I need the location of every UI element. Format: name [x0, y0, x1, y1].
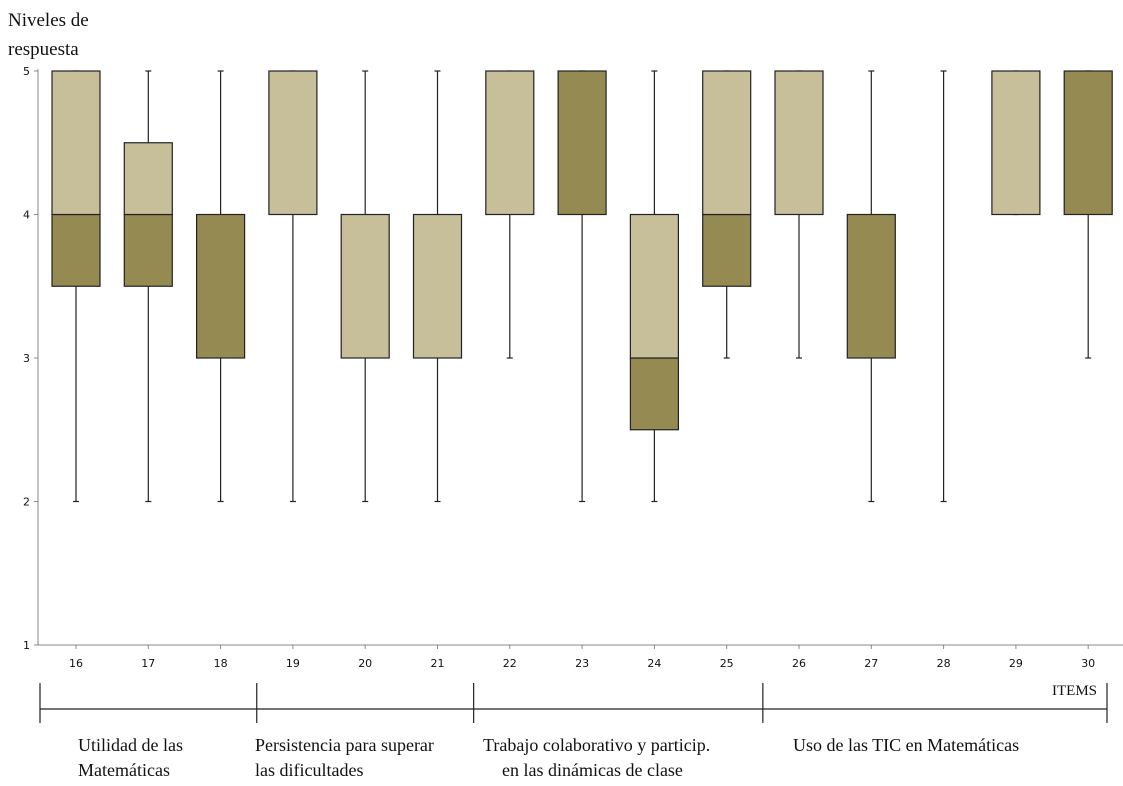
y-tick-label: 3 [23, 352, 30, 365]
box-item-19 [268, 70, 318, 503]
box-item-26 [774, 70, 824, 359]
box-lower-segment [629, 357, 680, 431]
x-tick-label: 16 [69, 657, 83, 670]
x-tick-label: 21 [431, 657, 445, 670]
box-lower-segment [846, 213, 896, 359]
box-item-22 [485, 70, 535, 359]
x-tick-label: 30 [1081, 657, 1095, 670]
y-tick-label: 4 [23, 209, 30, 222]
x-tick-label: 17 [141, 657, 155, 670]
box-upper-segment [340, 213, 390, 359]
x-tick-label: 25 [720, 657, 734, 670]
box-upper-segment [412, 213, 463, 359]
box-upper-segment [774, 70, 824, 216]
x-tick-label: 18 [214, 657, 228, 670]
box-item-25 [702, 70, 752, 359]
x-tick-label: 19 [286, 657, 300, 670]
box-lower-segment [123, 213, 173, 287]
y-tick-label: 5 [23, 65, 30, 78]
group-label-line2: en las dinámicas de clase [502, 760, 683, 780]
box-item-28 [940, 70, 947, 503]
box-lower-segment [702, 213, 752, 287]
box-item-18 [196, 70, 246, 503]
box-upper-segment [123, 142, 173, 216]
box-upper-segment [629, 213, 680, 359]
x-tick-label: 26 [792, 657, 806, 670]
x-axis-label: ITEMS [1052, 683, 1097, 699]
x-tick-label: 27 [864, 657, 878, 670]
box-item-17 [123, 70, 173, 503]
group-label-line2: las dificultades [255, 760, 363, 780]
box-item-21 [412, 70, 463, 503]
box-item-30 [1063, 70, 1113, 359]
box-item-23 [557, 70, 607, 503]
box-upper-segment [991, 70, 1041, 216]
box-item-20 [340, 70, 390, 503]
box-upper-segment [485, 70, 535, 216]
box-upper-segment [51, 70, 101, 216]
x-tick-label: 28 [937, 657, 951, 670]
group-label-line2: Matemáticas [78, 760, 170, 780]
y-axis-label-line2: respuesta [8, 39, 79, 60]
box-lower-segment [196, 213, 246, 359]
box-upper-segment [268, 70, 318, 216]
box-lower-segment [1063, 70, 1113, 216]
x-tick-label: 29 [1009, 657, 1023, 670]
group-label-line1: Uso de las TIC en Matemáticas [793, 735, 1019, 755]
group-label-line1: Utilidad de las [78, 735, 183, 755]
x-tick-label: 20 [358, 657, 372, 670]
x-tick-label: 22 [503, 657, 517, 670]
y-tick-label: 2 [23, 496, 30, 509]
x-tick-label: 24 [647, 657, 661, 670]
box-upper-segment [702, 70, 752, 216]
y-axis-label-line1: Niveles de [8, 10, 89, 31]
group-label-line1: Persistencia para superar [255, 735, 434, 755]
box-item-29 [991, 70, 1041, 216]
x-tick-label: 23 [575, 657, 589, 670]
y-tick-label: 1 [23, 639, 30, 652]
group-label-line1: Trabajo colaborativo y particip. [483, 735, 710, 755]
box-lower-segment [557, 70, 607, 216]
box-item-24 [629, 70, 680, 503]
box-item-27 [846, 70, 896, 503]
box-lower-segment [51, 213, 101, 287]
box-item-16 [51, 70, 101, 503]
